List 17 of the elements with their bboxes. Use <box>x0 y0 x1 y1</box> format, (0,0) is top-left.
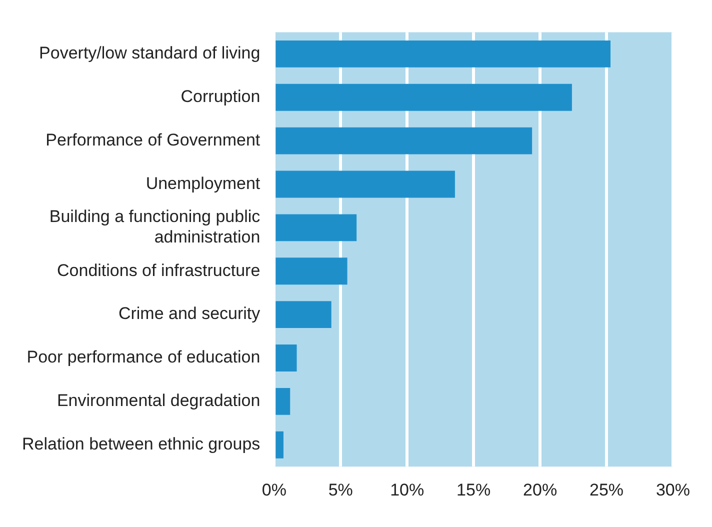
y-tick-label: Crime and security <box>118 304 261 324</box>
x-tick-label: 5% <box>328 480 353 500</box>
y-tick-label: Unemployment <box>146 174 260 193</box>
y-tick-label: Environmental degradation <box>56 391 260 410</box>
y-tick-label: Poverty/low standard of living <box>39 44 260 63</box>
x-tick-label: 20% <box>523 480 558 500</box>
x-tick-label: 0% <box>262 480 286 500</box>
x-tick-label: 30% <box>656 480 690 500</box>
x-tick-label: 10% <box>390 480 424 500</box>
y-tick-label: Poor performance of education <box>26 348 260 367</box>
y-tick-label: Corruption <box>180 87 260 106</box>
y-tick-label: Building a functioning public administration <box>49 207 261 247</box>
y-tick-label: Relation between ethnic groups <box>22 434 260 454</box>
x-tick-label: 25% <box>590 480 624 500</box>
x-tick-label: 15% <box>456 480 491 500</box>
y-tick-label: Performance of Government <box>46 130 260 150</box>
y-tick-label: Conditions of infrastructure <box>57 260 260 280</box>
